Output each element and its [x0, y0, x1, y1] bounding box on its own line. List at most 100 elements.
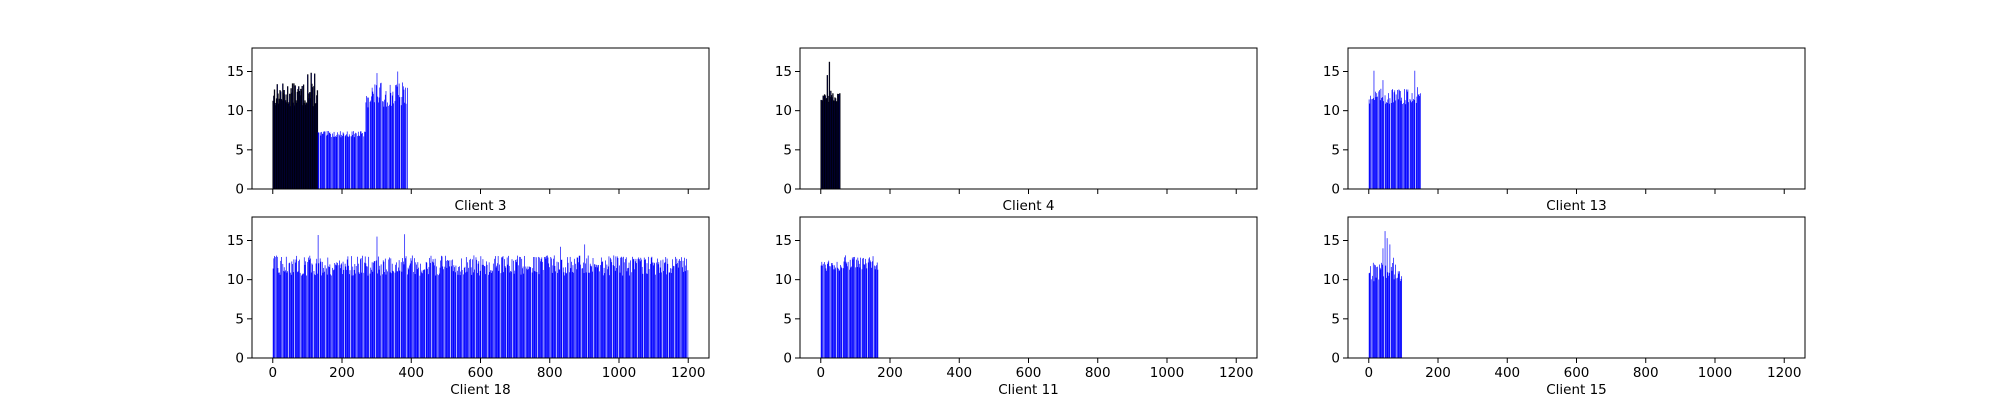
bar [489, 272, 491, 358]
bar [473, 255, 475, 358]
bar [288, 263, 290, 358]
bar [625, 259, 626, 358]
bar [441, 256, 443, 358]
bar [833, 265, 835, 358]
bar [425, 261, 427, 358]
bar [872, 256, 874, 358]
bar [820, 265, 822, 358]
bar [363, 272, 365, 358]
bar [455, 265, 457, 358]
bar [386, 269, 388, 358]
bar [1412, 101, 1414, 189]
bar [375, 260, 377, 358]
bar [301, 275, 302, 358]
bar [444, 266, 446, 358]
bar [650, 257, 652, 358]
bar [470, 267, 472, 358]
bar [276, 256, 278, 358]
bar [821, 261, 823, 358]
bar [345, 135, 347, 189]
bar [679, 259, 680, 358]
bar [306, 275, 307, 358]
bar [843, 261, 845, 358]
bar [507, 264, 509, 358]
bar [1380, 88, 1382, 189]
bar [380, 83, 381, 189]
bar [409, 265, 410, 358]
bar [351, 136, 352, 189]
bar [405, 103, 407, 189]
bar [666, 274, 667, 358]
bar [1400, 278, 1402, 358]
bar [484, 266, 486, 358]
y-tick-label: 10 [775, 272, 792, 288]
bar [596, 267, 598, 358]
bar [428, 267, 430, 358]
bar [405, 258, 406, 358]
bar [366, 266, 368, 358]
bar [827, 263, 828, 358]
bar [347, 136, 349, 189]
bar [632, 259, 634, 358]
bar [483, 264, 484, 358]
bar [1392, 89, 1394, 189]
bar [538, 274, 540, 358]
bar [402, 86, 404, 189]
bar [621, 256, 622, 358]
bar [1406, 89, 1407, 189]
bar [626, 271, 628, 358]
bar [603, 275, 604, 358]
bar [1385, 265, 1387, 358]
bar [871, 267, 873, 358]
bar [617, 258, 619, 358]
bar [840, 264, 841, 358]
bar [527, 266, 529, 358]
bar [472, 259, 473, 358]
bar [389, 272, 391, 358]
bar [310, 258, 311, 358]
bar [396, 271, 398, 358]
bar [856, 259, 857, 358]
bar [372, 271, 374, 358]
bar [532, 268, 534, 358]
bar [398, 83, 400, 189]
bar [388, 259, 390, 358]
bar [359, 273, 361, 358]
bar [566, 273, 568, 358]
bar [1390, 102, 1392, 189]
bar [589, 263, 591, 358]
bar [582, 268, 583, 358]
bar [652, 265, 654, 358]
bar [333, 269, 335, 358]
bar [336, 262, 338, 358]
bar [465, 257, 467, 358]
bar [677, 267, 679, 358]
bar [510, 271, 511, 358]
bar [368, 97, 370, 189]
bar [413, 271, 415, 358]
bar [552, 265, 554, 358]
bar [622, 275, 624, 358]
bar [671, 268, 673, 358]
bar [1383, 101, 1384, 189]
bar [856, 266, 858, 358]
bar [1395, 264, 1396, 358]
bar [491, 270, 493, 358]
bar [553, 258, 554, 358]
bar [827, 262, 829, 358]
bar [403, 89, 405, 189]
bar [347, 256, 349, 358]
bar [523, 273, 525, 358]
bar [449, 266, 451, 358]
bar [389, 84, 391, 189]
bar [1388, 272, 1390, 358]
bar [837, 267, 839, 358]
bar [1370, 279, 1372, 358]
bar [849, 259, 851, 358]
bar [506, 257, 508, 358]
bar [609, 257, 611, 358]
bar [439, 267, 441, 358]
bar [627, 268, 628, 358]
x-tick-label: 1200 [671, 365, 705, 381]
bar [822, 263, 824, 358]
